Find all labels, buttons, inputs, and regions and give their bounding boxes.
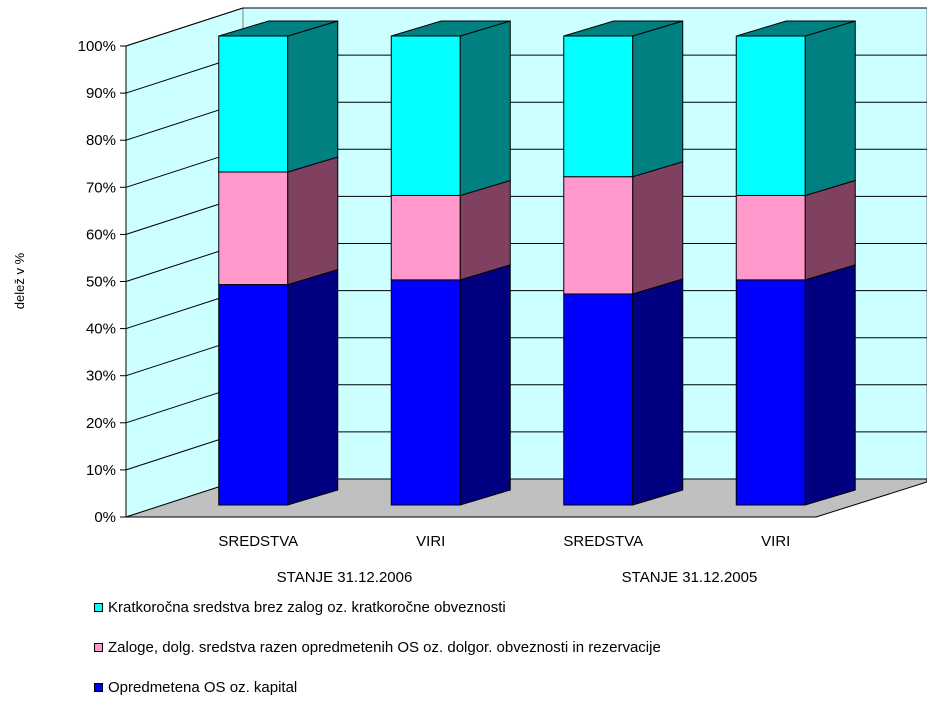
y-tick-label: 0% (94, 509, 116, 526)
legend-swatch (94, 643, 103, 652)
category-label: VIRI (416, 533, 445, 550)
bar-segment (563, 35, 634, 178)
bar-segment (390, 194, 461, 281)
bar-segment-side (287, 268, 339, 506)
bar-segment (218, 171, 289, 286)
bar-top (218, 20, 338, 37)
y-tick-label: 40% (86, 321, 116, 338)
bar-segment (218, 35, 289, 173)
legend-item: Opredmetena OS oz. kapital (94, 678, 661, 697)
bar-segment-side (632, 161, 684, 295)
bar-segment (218, 284, 289, 506)
legend-label: Zaloge, dolg. sredstva razen opredmeteni… (108, 639, 661, 656)
bar-segment-side (287, 20, 339, 173)
bar-segment-side (459, 20, 511, 197)
legend-item: Kratkoročna sredstva brez zalog oz. krat… (94, 598, 661, 617)
x-axis-labels: SREDSTVA VIRI SREDSTVA VIRI STANJE 31.12.200… (218, 533, 790, 586)
bar-segment (735, 35, 806, 196)
category-label: SREDSTVA (563, 533, 643, 550)
y-tick-label: 10% (86, 462, 116, 479)
bar-segment-side (804, 20, 856, 197)
group-label: STANJE 31.12.2006 (277, 569, 413, 586)
category-label: SREDSTVA (218, 533, 298, 550)
bar-segment-side (459, 179, 511, 281)
bar-top (563, 20, 683, 37)
legend-label: Opredmetena OS oz. kapital (108, 679, 298, 696)
legend: Kratkoročna sredstva brez zalog oz. krat… (94, 598, 661, 718)
bar-segment-side (632, 20, 684, 178)
gridline-side (125, 7, 244, 47)
bar-segment (735, 194, 806, 281)
legend-item: Zaloge, dolg. sredstva razen opredmeteni… (94, 638, 661, 657)
bar-segment-side (287, 156, 339, 286)
bar-top (736, 20, 856, 37)
bar-segment-side (804, 179, 856, 281)
stacked-bar-chart: 0% 10% 20% 30% 40% 50% 60% 70% 80% 90% 100% SREDST… (12, 7, 927, 586)
y-axis: 0% 10% 20% 30% 40% 50% 60% 70% 80% 90% 100% (78, 38, 816, 526)
y-tick-label: 30% (86, 368, 116, 385)
legend-label: Kratkoročna sredstva brez zalog oz. krat… (108, 599, 506, 616)
legend-swatch (94, 603, 103, 612)
category-label: VIRI (761, 533, 790, 550)
bar-stack (218, 20, 339, 506)
bars (218, 20, 856, 506)
bar-segment-side (804, 264, 856, 506)
bar-segment (563, 176, 634, 295)
y-tick-label: 80% (86, 132, 116, 149)
y-tick-label: 50% (86, 274, 116, 291)
bar-segment (390, 279, 461, 506)
bar-segment-side (459, 264, 511, 506)
y-tick-label: 90% (86, 85, 116, 102)
bar-stack (735, 20, 856, 506)
bar-segment-side (632, 278, 684, 506)
bar-segment (735, 279, 806, 506)
group-label: STANJE 31.12.2005 (622, 569, 758, 586)
bar-segment (390, 35, 461, 196)
y-axis-label: delež v % (12, 252, 27, 309)
legend-swatch (94, 683, 103, 692)
bar-stack (390, 20, 511, 506)
bar-segment (563, 293, 634, 506)
y-tick-label: 60% (86, 226, 116, 243)
bar-top (391, 20, 511, 37)
y-tick-label: 100% (78, 38, 116, 55)
bar-stack (563, 20, 684, 506)
y-tick-label: 20% (86, 415, 116, 432)
y-tick-label: 70% (86, 179, 116, 196)
